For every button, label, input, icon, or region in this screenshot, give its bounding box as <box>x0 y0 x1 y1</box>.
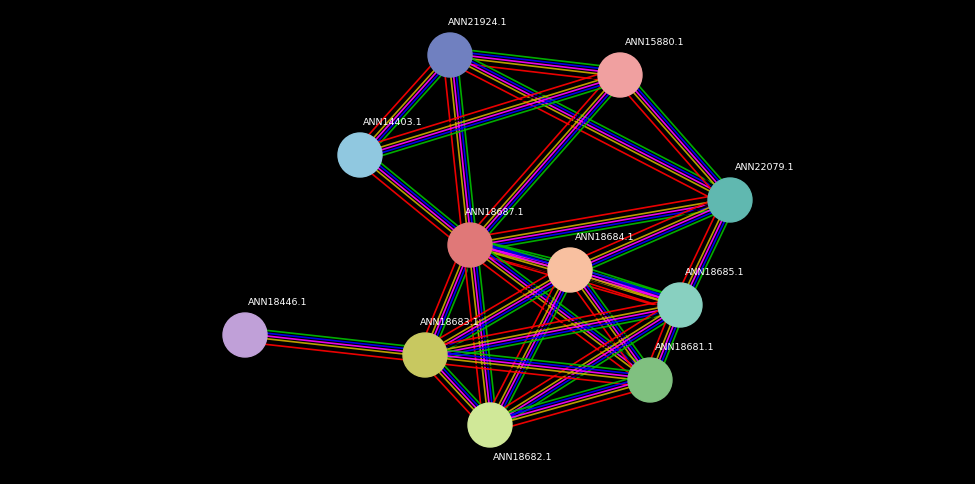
Text: ANN18687.1: ANN18687.1 <box>465 208 525 217</box>
Circle shape <box>468 403 512 447</box>
Circle shape <box>598 53 642 97</box>
Text: ANN21924.1: ANN21924.1 <box>448 18 508 27</box>
Circle shape <box>403 333 447 377</box>
Circle shape <box>223 313 267 357</box>
Text: ANN18682.1: ANN18682.1 <box>493 453 553 462</box>
Text: ANN18681.1: ANN18681.1 <box>655 343 715 352</box>
Circle shape <box>428 33 472 77</box>
Text: ANN15880.1: ANN15880.1 <box>625 38 684 47</box>
Text: ANN14403.1: ANN14403.1 <box>363 118 422 127</box>
Circle shape <box>548 248 592 292</box>
Text: ANN18684.1: ANN18684.1 <box>575 233 635 242</box>
Circle shape <box>338 133 382 177</box>
Circle shape <box>658 283 702 327</box>
Circle shape <box>628 358 672 402</box>
Text: ANN18685.1: ANN18685.1 <box>685 268 745 277</box>
Text: ANN18683.1: ANN18683.1 <box>420 318 480 327</box>
Text: ANN22079.1: ANN22079.1 <box>735 163 795 172</box>
Text: ANN18446.1: ANN18446.1 <box>248 298 307 307</box>
Circle shape <box>708 178 752 222</box>
Circle shape <box>448 223 492 267</box>
